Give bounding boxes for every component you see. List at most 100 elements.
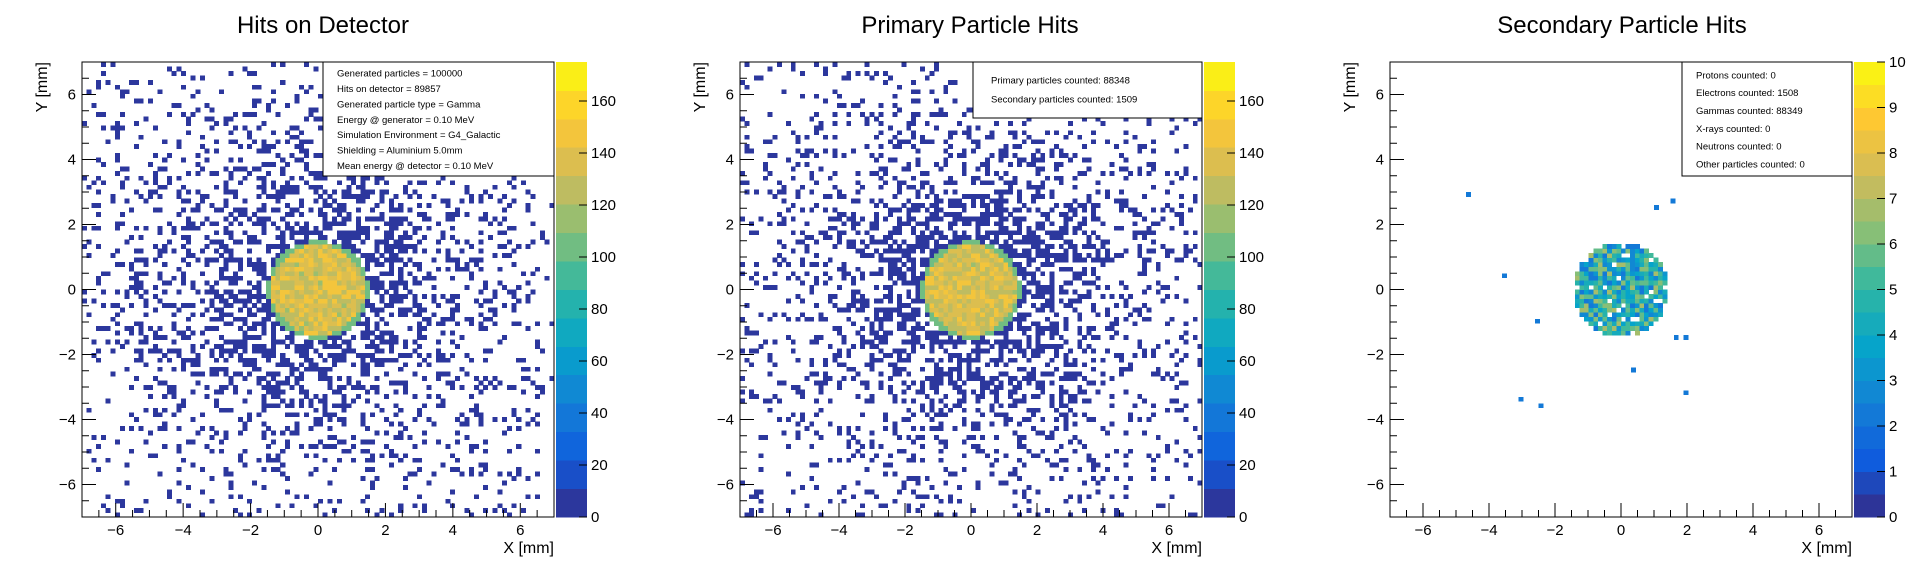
heatmap-cell — [985, 212, 990, 217]
heatmap-cell — [856, 449, 861, 454]
heatmap-cell — [976, 299, 981, 304]
heatmap-cell — [299, 262, 304, 267]
heatmap-cell — [1114, 199, 1119, 204]
heatmap-cell — [879, 130, 884, 135]
heatmap-cell — [925, 494, 930, 499]
heatmap-cell — [874, 308, 879, 313]
heatmap-cell — [1026, 508, 1031, 513]
heatmap-cell — [309, 249, 314, 254]
heatmap-cell — [892, 249, 897, 254]
heatmap-cell — [1082, 349, 1087, 354]
heatmap-cell — [1082, 144, 1087, 149]
heatmap-cell — [351, 244, 356, 249]
heatmap-cell — [96, 244, 101, 249]
heatmap-cell — [375, 217, 380, 222]
heatmap-cell — [91, 458, 96, 463]
heatmap-cell — [261, 321, 266, 326]
heatmap-cell — [219, 408, 224, 413]
heatmap-cell — [323, 276, 328, 281]
heatmap-cell — [332, 303, 337, 308]
heatmap-cell — [195, 353, 200, 358]
heatmap-cell — [837, 349, 842, 354]
heatmap-cell — [929, 344, 934, 349]
heatmap-cell — [139, 353, 144, 358]
heatmap-cell — [455, 208, 460, 213]
heatmap-cell — [195, 171, 200, 176]
heatmap-cell — [408, 472, 413, 477]
heatmap-cell — [181, 330, 186, 335]
heatmap-cell — [814, 280, 819, 285]
heatmap-cell — [323, 294, 328, 299]
heatmap-cell — [332, 262, 337, 267]
heatmap-cell — [957, 153, 962, 158]
heatmap-cell — [304, 340, 309, 345]
heatmap-cell — [488, 317, 493, 322]
heatmap-cell — [228, 117, 233, 122]
heatmap-cell — [782, 89, 787, 94]
heatmap-cell — [464, 435, 469, 440]
heatmap-cell — [971, 276, 976, 281]
heatmap-cell — [304, 358, 309, 363]
heatmap-cell — [1017, 290, 1022, 295]
heatmap-cell — [1050, 262, 1055, 267]
heatmap-cell — [1147, 171, 1152, 176]
heatmap-cell — [280, 194, 285, 199]
heatmap-cell — [205, 340, 210, 345]
heatmap-cell — [1003, 317, 1008, 322]
heatmap-cell — [1013, 358, 1018, 363]
heatmap-cell — [823, 376, 828, 381]
heatmap-cell — [1031, 239, 1036, 244]
heatmap-cell — [403, 362, 408, 367]
heatmap-cell — [939, 235, 944, 240]
heatmap-cell — [1096, 189, 1101, 194]
heatmap-cell — [1003, 144, 1008, 149]
heatmap-cell — [115, 226, 120, 231]
heatmap-cell — [346, 308, 351, 313]
heatmap-cell — [313, 444, 318, 449]
heatmap-cell — [795, 276, 800, 281]
heatmap-cell — [883, 71, 888, 76]
heatmap-cell — [902, 180, 907, 185]
heatmap-cell — [985, 244, 990, 249]
heatmap-cell — [224, 435, 229, 440]
heatmap-cell — [356, 194, 361, 199]
heatmap-cell — [957, 203, 962, 208]
heatmap-cell — [309, 139, 314, 144]
heatmap-cell — [139, 235, 144, 240]
heatmap-cell — [214, 280, 219, 285]
heatmap-cell — [925, 376, 930, 381]
heatmap-cell — [124, 367, 129, 372]
heatmap-cell — [115, 121, 120, 126]
heatmap-cell — [809, 176, 814, 181]
heatmap-cell — [1036, 453, 1041, 458]
heatmap-cell — [1170, 494, 1175, 499]
heatmap-cell — [1147, 258, 1152, 263]
heatmap-cell — [1003, 330, 1008, 335]
heatmap-cell — [445, 371, 450, 376]
heatmap-cell — [280, 390, 285, 395]
heatmap-cell — [860, 340, 865, 345]
heatmap-cell — [120, 212, 125, 217]
heatmap-cell — [976, 449, 981, 454]
heatmap-cell — [512, 199, 517, 204]
heatmap-cell — [740, 262, 745, 267]
heatmap-cell — [897, 308, 902, 313]
heatmap-cell — [971, 421, 976, 426]
heatmap-cell — [1040, 285, 1045, 290]
heatmap-cell — [999, 153, 1004, 158]
heatmap-cell — [512, 308, 517, 313]
heatmap-cell — [417, 362, 422, 367]
heatmap-cell — [247, 135, 252, 140]
heatmap-cell — [394, 221, 399, 226]
heatmap-cell — [897, 353, 902, 358]
heatmap-cell — [276, 199, 281, 204]
heatmap-cell — [953, 239, 958, 244]
heatmap-cell — [323, 299, 328, 304]
heatmap-cell — [219, 294, 224, 299]
heatmap-cell — [1091, 476, 1096, 481]
heatmap-cell — [257, 381, 262, 386]
heatmap-cell — [276, 303, 281, 308]
heatmap-cell — [394, 435, 399, 440]
heatmap-cell — [271, 431, 276, 436]
heatmap-cell — [247, 358, 252, 363]
